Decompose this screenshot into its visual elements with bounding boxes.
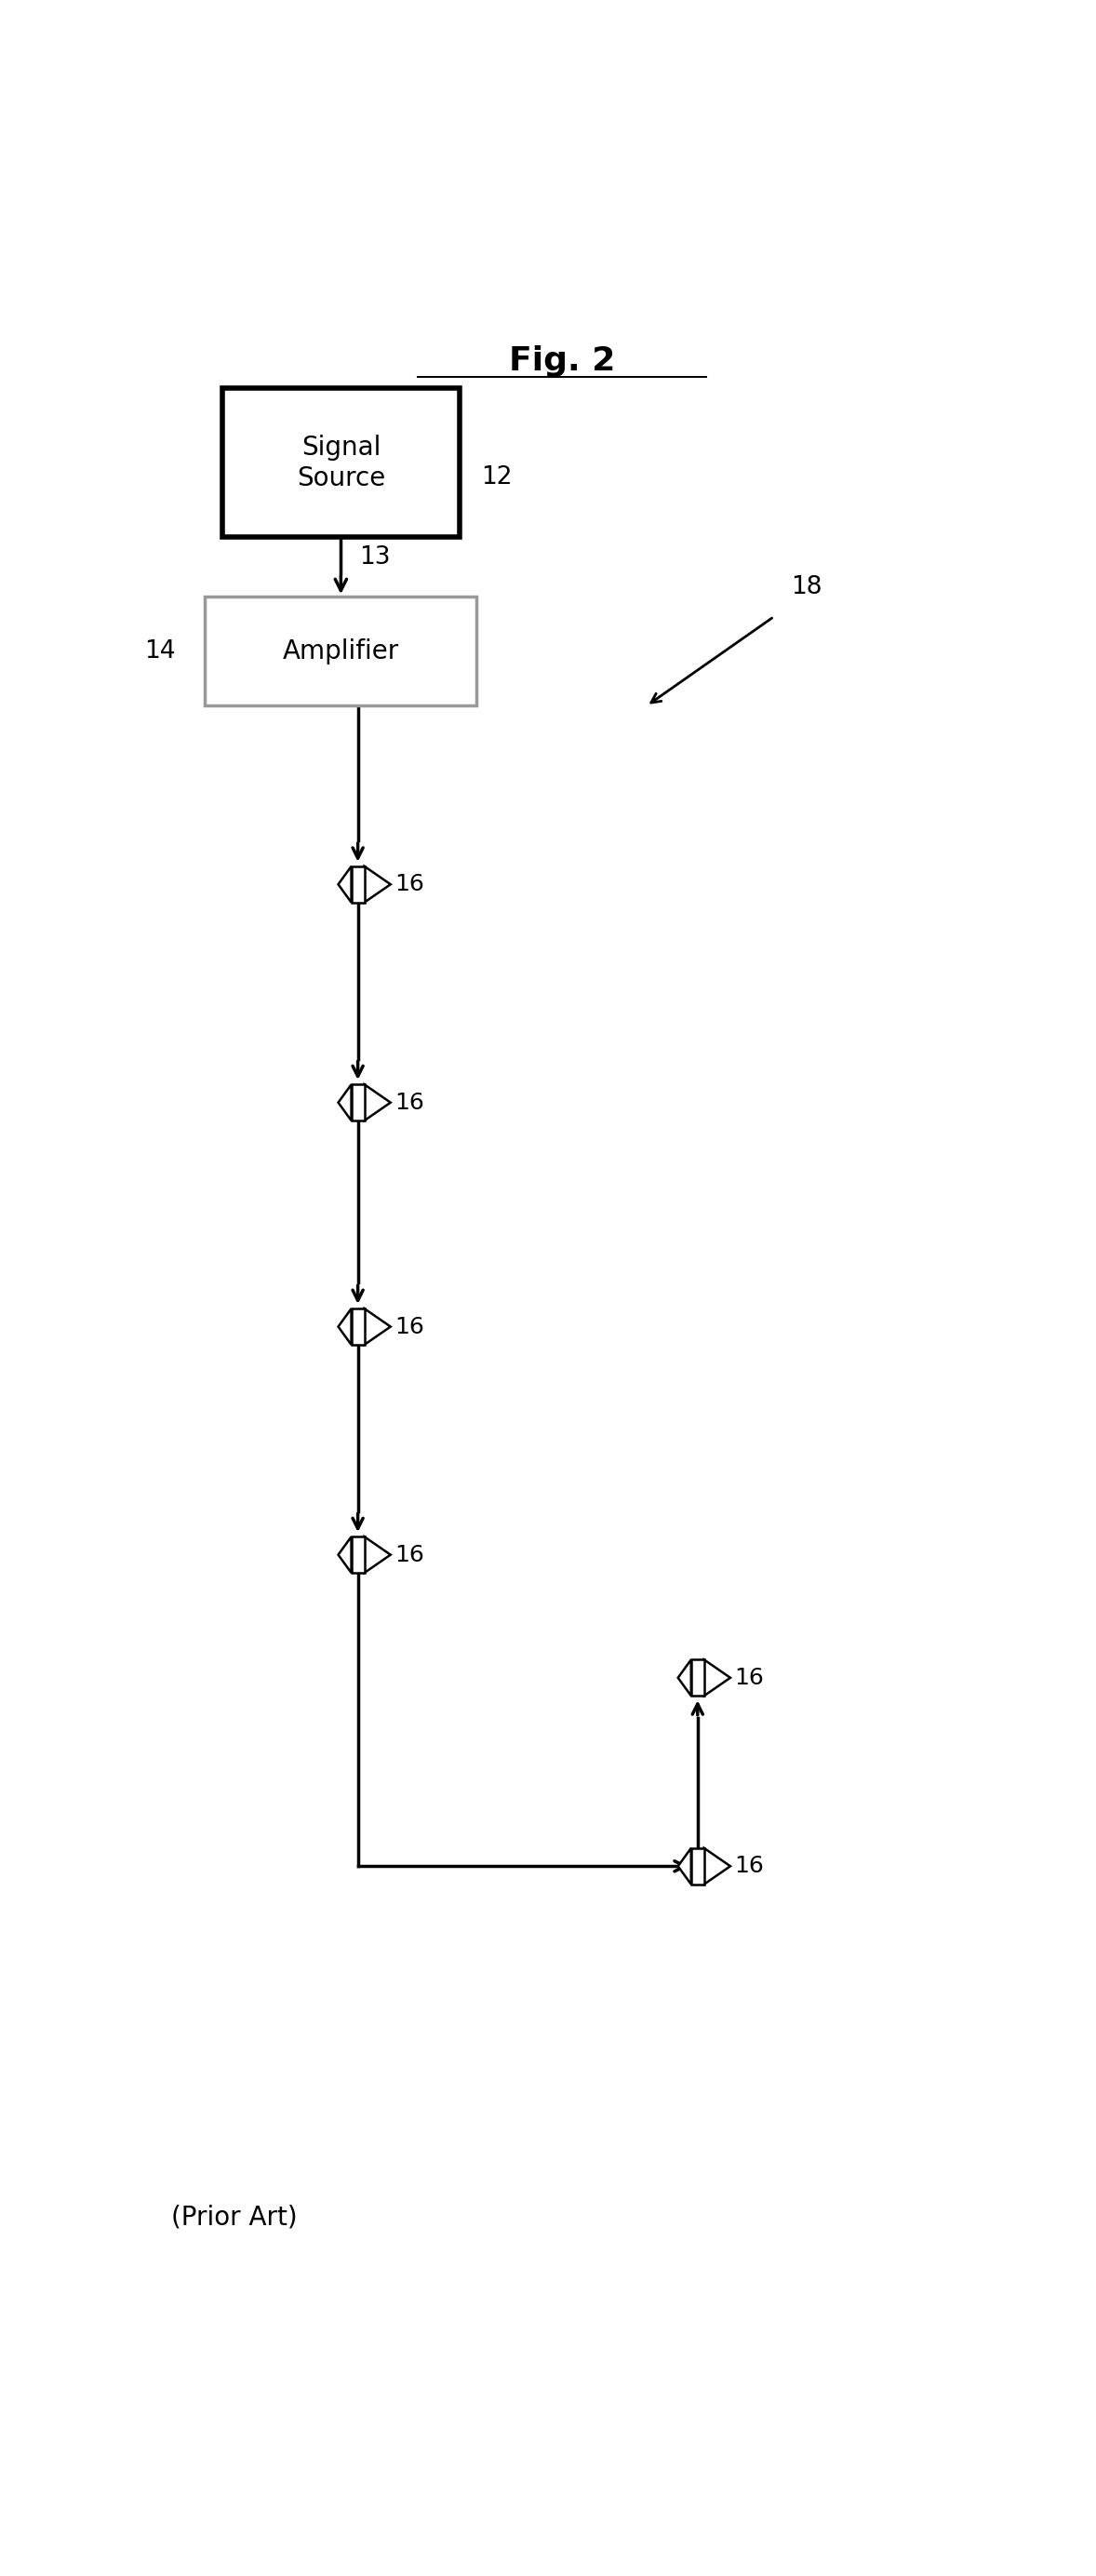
Polygon shape [364,1084,390,1121]
Bar [692,1847,704,1883]
Text: 14: 14 [144,639,175,665]
Polygon shape [364,1538,390,1574]
Polygon shape [339,1084,352,1121]
Bar [352,866,364,902]
Text: 16: 16 [395,873,424,896]
Bar [352,1538,364,1574]
Text: Amplifier: Amplifier [283,639,399,665]
Polygon shape [364,1309,390,1345]
Polygon shape [339,1538,352,1574]
Bar [692,1659,704,1695]
Polygon shape [364,866,390,902]
Bar [221,389,460,538]
Polygon shape [678,1847,692,1883]
Polygon shape [704,1659,730,1695]
Polygon shape [339,866,352,902]
Text: Signal
Source: Signal Source [297,435,385,492]
Text: 18: 18 [791,574,822,598]
Text: 16: 16 [734,1667,764,1690]
Bar [205,598,477,706]
Polygon shape [704,1847,730,1883]
Bar [352,1084,364,1121]
Text: 13: 13 [359,546,390,569]
Text: (Prior Art): (Prior Art) [171,2205,297,2231]
Bar [352,1309,364,1345]
Text: 12: 12 [481,466,512,489]
Polygon shape [339,1309,352,1345]
Polygon shape [678,1659,692,1695]
Text: 16: 16 [395,1092,424,1113]
Text: 16: 16 [734,1855,764,1878]
Text: 16: 16 [395,1543,424,1566]
Text: 16: 16 [395,1316,424,1337]
Text: Fig. 2: Fig. 2 [509,345,615,376]
